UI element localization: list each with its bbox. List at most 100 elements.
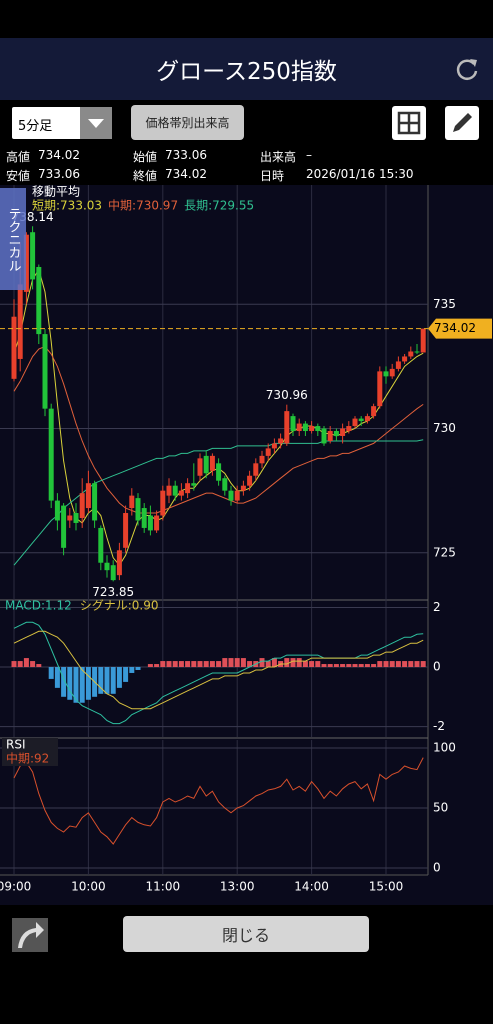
histogram-bar — [265, 661, 271, 668]
candle-body — [240, 485, 246, 491]
histogram-bar — [129, 667, 135, 673]
quote-label: 始値 — [133, 150, 158, 164]
candle-body — [197, 458, 203, 476]
candle-body — [123, 513, 129, 548]
histogram-bar — [23, 658, 29, 668]
histogram-bar — [364, 664, 370, 668]
candle-body — [129, 495, 135, 509]
histogram-bar — [327, 664, 333, 668]
candle-body — [135, 498, 141, 521]
candle-body — [371, 406, 377, 417]
histogram-bar — [414, 661, 420, 668]
candle-body — [309, 426, 315, 432]
legend-title: RSI — [6, 738, 26, 752]
candle-body — [185, 483, 191, 494]
candle-body — [395, 361, 401, 369]
candle-body — [420, 328, 426, 353]
histogram-bar — [333, 664, 339, 668]
histogram-bar — [420, 661, 426, 668]
legend-entry: MACD:1.12 — [5, 599, 72, 613]
legend-title: 移動平均 — [32, 185, 80, 199]
histogram-bar — [222, 658, 228, 668]
candle-body — [42, 334, 48, 409]
quote-value: 734.02 — [165, 167, 207, 181]
histogram-bar — [402, 661, 408, 668]
dropdown-arrow-box — [80, 107, 112, 139]
candle-body — [358, 418, 364, 422]
candle-body — [67, 515, 73, 521]
candle-body — [61, 505, 67, 548]
quote-value: 733.06 — [38, 167, 80, 181]
histogram-bar — [340, 664, 346, 668]
y-tick-label: 730 — [433, 421, 456, 435]
candle-body — [116, 550, 122, 576]
histogram-bar — [98, 667, 104, 694]
histogram-bar — [85, 667, 91, 700]
candle-body — [30, 232, 36, 280]
histogram-bar — [79, 667, 85, 703]
draw-button[interactable] — [445, 106, 479, 140]
candle-body — [253, 463, 259, 476]
quote-value: 2026/01/16 15:30 — [306, 167, 414, 181]
candle-body — [191, 483, 197, 486]
candle-body — [247, 475, 253, 486]
quote-value: 733.06 — [165, 148, 207, 162]
refresh-icon[interactable] — [454, 56, 480, 82]
y-tick-label: 0 — [433, 660, 441, 674]
histogram-bar — [191, 661, 197, 668]
candle-body — [296, 423, 302, 432]
quote-label: 出来高 — [260, 150, 297, 164]
candle-body — [352, 418, 358, 427]
histogram-bar — [296, 658, 302, 668]
legend-entry: シグナル:0.90 — [80, 599, 159, 613]
histogram-bar — [185, 661, 191, 668]
candle-body — [147, 515, 153, 531]
price-annotation: 730.96 — [266, 388, 308, 402]
candle-body — [321, 428, 327, 444]
candle-body — [259, 455, 265, 464]
histogram-bar — [135, 667, 141, 670]
volume-button[interactable]: 価格帯別出来高 — [131, 105, 244, 140]
histogram-bar — [234, 658, 240, 668]
close-button[interactable]: 閉じる — [123, 916, 369, 952]
y-tick-label: 100 — [433, 741, 456, 755]
candle-body — [402, 356, 408, 362]
candle-body — [228, 490, 234, 501]
candle-body — [333, 431, 339, 436]
candle-body — [284, 411, 290, 444]
plot-area — [0, 185, 428, 875]
candle-body — [340, 428, 346, 436]
y-tick-label: -2 — [433, 719, 445, 733]
period-dropdown[interactable]: 5分足 — [12, 107, 112, 139]
layout-button[interactable] — [392, 106, 426, 140]
histogram-bar — [178, 661, 184, 668]
legend-entry: 中期:92 — [6, 751, 49, 766]
histogram-bar — [30, 661, 36, 668]
candle-body — [216, 463, 222, 481]
candle-body — [389, 368, 395, 377]
candle-body — [265, 448, 271, 456]
technical-tab[interactable]: テクニカル — [0, 188, 26, 290]
candle-body — [48, 408, 54, 501]
histogram-bar — [259, 658, 265, 668]
candle-body — [364, 416, 370, 422]
histogram-bar — [290, 658, 296, 668]
histogram-bar — [352, 664, 358, 668]
y-tick-label: 725 — [433, 545, 456, 559]
chart-background — [0, 185, 493, 905]
histogram-bar — [408, 661, 414, 668]
histogram-bar — [147, 664, 153, 668]
back-icon[interactable] — [10, 916, 50, 954]
histogram-bar — [116, 667, 122, 688]
candle-body — [414, 351, 420, 353]
histogram-bar — [395, 661, 401, 668]
histogram-bar — [228, 658, 234, 668]
histogram-bar — [383, 661, 389, 668]
candle-body — [79, 493, 85, 518]
y-tick-label: 2 — [433, 600, 441, 614]
candle-body — [302, 423, 308, 432]
candle-body — [104, 562, 110, 571]
legend-entry: 長期:729.55 — [184, 199, 254, 213]
histogram-bar — [110, 667, 116, 694]
